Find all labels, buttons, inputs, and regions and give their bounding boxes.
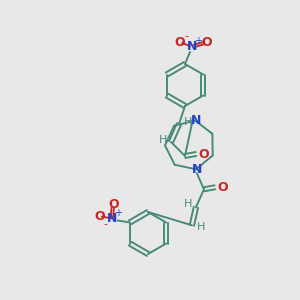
Text: H: H	[184, 117, 192, 127]
Text: H: H	[159, 135, 167, 145]
Text: O: O	[109, 198, 119, 211]
Text: O: O	[199, 148, 209, 160]
Text: O: O	[218, 181, 228, 194]
Text: O: O	[175, 37, 185, 50]
Text: H: H	[184, 199, 192, 209]
Text: -: -	[104, 220, 108, 230]
Text: O: O	[94, 210, 105, 223]
Text: H: H	[197, 222, 205, 232]
Text: +: +	[194, 36, 202, 46]
Text: N: N	[106, 212, 117, 225]
Text: +: +	[114, 208, 122, 218]
Text: N: N	[191, 114, 201, 127]
Text: O: O	[202, 37, 212, 50]
Text: N: N	[192, 163, 202, 176]
Text: N: N	[187, 40, 197, 52]
Text: -: -	[184, 31, 188, 41]
